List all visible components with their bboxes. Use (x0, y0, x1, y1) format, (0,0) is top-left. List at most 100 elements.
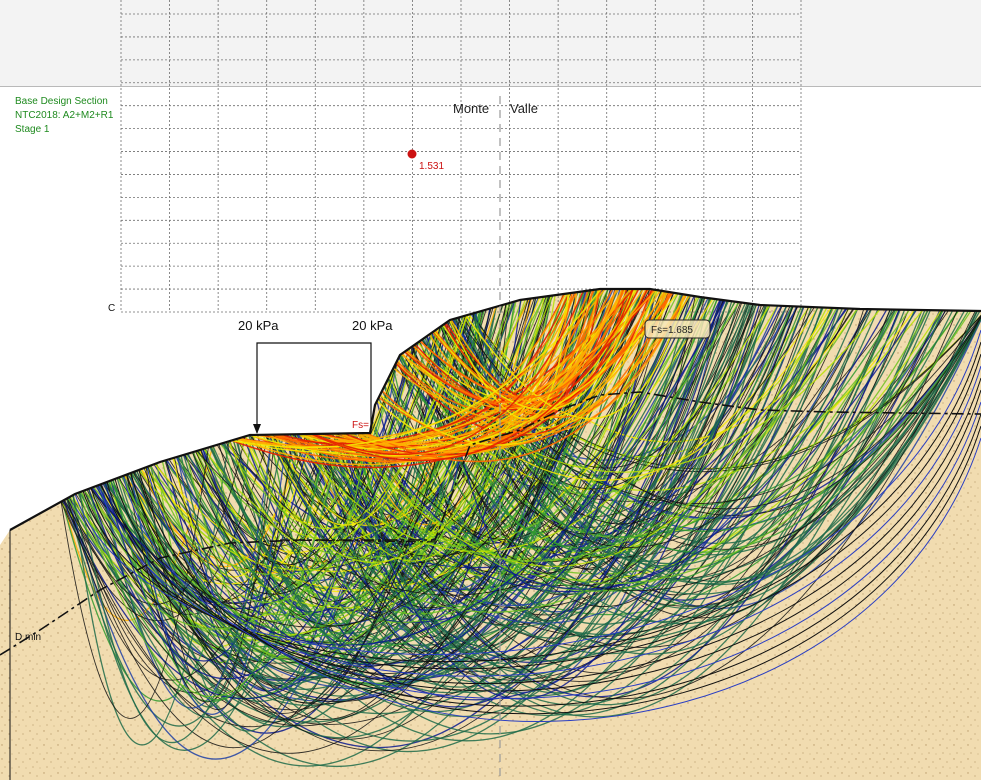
slip-surface (187, 300, 728, 713)
layer-boundary-line (0, 391, 981, 656)
slip-surface (129, 312, 475, 714)
slip-surface (105, 300, 730, 689)
slip-surface (337, 310, 978, 700)
water-table-line (279, 539, 441, 543)
slip-surface (72, 441, 230, 746)
slip-surface-deep (122, 401, 981, 699)
slip-surface (183, 307, 839, 701)
slip-surface (89, 288, 649, 628)
slip-surface (198, 327, 440, 554)
slip-surface (447, 310, 958, 619)
slip-surface (178, 289, 656, 648)
slip-surface (272, 303, 754, 661)
slip-surface (102, 299, 723, 749)
slip-surface-deep (82, 341, 981, 663)
slip-surface (210, 308, 843, 735)
slip-surface (340, 310, 972, 585)
slip-surface-critical (231, 288, 634, 453)
slip-surface (302, 308, 858, 562)
critical-fs-value: 1.531 (419, 161, 444, 172)
slip-surface (67, 345, 415, 760)
slip-surface (399, 310, 978, 625)
load-label-left: 20 kPa (238, 318, 279, 333)
fs-tooltip-box (644, 319, 711, 339)
toolbar-area (0, 0, 981, 87)
slip-surface-critical (419, 288, 625, 399)
slip-surface-critical (465, 294, 686, 420)
slip-surface-critical (310, 288, 640, 462)
slip-surface-deep (138, 425, 981, 715)
slip-surface-critical (392, 291, 667, 423)
slip-surface (78, 433, 342, 698)
slip-surface-deep (130, 413, 981, 707)
slip-surface-deep (146, 437, 981, 722)
surcharge-load[interactable]: 20 kPa 20 kPa (238, 318, 393, 434)
slip-surface-critical (448, 293, 569, 420)
slip-surface (100, 288, 629, 705)
slip-surface (80, 311, 481, 699)
slip-surface (290, 305, 771, 553)
slip-surface (237, 315, 465, 530)
slip-surface (337, 309, 891, 682)
slip-surface (60, 434, 270, 622)
fs-tooltip[interactable]: Fs=1.685 (644, 319, 711, 339)
slip-surface (441, 289, 657, 534)
critical-fs-prefix: Fs= (352, 420, 369, 431)
load-label-right: 20 kPa (352, 318, 393, 333)
monte-label: Monte (453, 101, 489, 116)
slip-surface (109, 288, 628, 637)
slip-surface-deep (90, 353, 981, 670)
slip-surface (90, 299, 726, 646)
slip-surface (131, 296, 545, 576)
slip-surface (154, 305, 788, 646)
d-min-label: D min (15, 632, 41, 643)
search-grid (120, 0, 802, 313)
slip-surface-critical (277, 291, 672, 459)
slip-surface (242, 291, 668, 615)
slip-surface (344, 307, 828, 567)
slip-surface (368, 309, 888, 590)
slip-surface (126, 434, 276, 703)
slip-surfaces (60, 288, 981, 767)
slip-surface-deep (106, 377, 981, 684)
slip-surface (64, 288, 624, 727)
section-info: Base Design Section NTC2018: A2+M2+R1 St… (15, 95, 113, 137)
valle-label: Valle (510, 101, 538, 116)
slip-surface (60, 447, 209, 719)
slip-surface-critical (303, 293, 567, 444)
slip-surface (383, 301, 739, 622)
slip-surface (284, 308, 491, 613)
slip-surface (209, 303, 749, 694)
slip-surface (222, 307, 833, 685)
slip-surface (106, 302, 746, 715)
ground-profile (9, 287, 981, 531)
critical-center-marker[interactable] (407, 149, 417, 159)
slip-surface (322, 290, 591, 661)
slip-surface (361, 316, 981, 592)
slip-surface (450, 309, 923, 610)
section-name: Base Design Section (15, 96, 108, 107)
load-outline (256, 342, 372, 433)
slip-surface (150, 295, 695, 666)
slip-surface (61, 434, 253, 702)
fs-tooltip-text: Fs=1.685 (651, 325, 693, 336)
slip-surface (195, 297, 703, 698)
stage-label: Stage 1 (15, 124, 50, 135)
slip-surface (460, 316, 981, 583)
slip-surface-critical (237, 289, 657, 448)
slip-surface (112, 433, 329, 701)
slip-surface-critical (313, 291, 584, 456)
slip-surface-critical (433, 288, 637, 411)
load-arrow-left (253, 424, 261, 434)
slip-surface (446, 309, 909, 580)
slip-surface (326, 304, 757, 671)
slip-surface (362, 299, 718, 592)
slip-surface (269, 315, 468, 526)
slip-surface (219, 307, 838, 613)
slip-surface-deep (98, 365, 981, 677)
slip-surface-critical (405, 288, 625, 407)
slip-surface (268, 301, 740, 547)
slip-surface-critical (450, 292, 578, 402)
